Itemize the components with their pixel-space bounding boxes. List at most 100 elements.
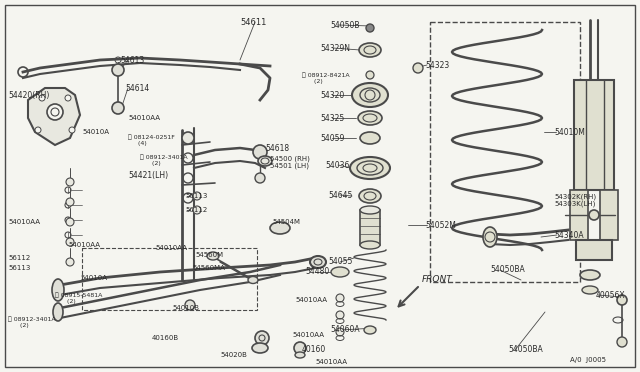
Text: Ⓝ 08912-3401A
      (2): Ⓝ 08912-3401A (2)	[8, 316, 56, 328]
Bar	[574, 80, 614, 190]
Text: 56112: 56112	[8, 255, 30, 261]
Bar	[360, 210, 380, 245]
Circle shape	[39, 95, 45, 101]
Text: 54050BA: 54050BA	[508, 346, 543, 355]
Ellipse shape	[350, 157, 390, 179]
Text: 54340A: 54340A	[554, 231, 584, 240]
Text: A/0  J0005: A/0 J0005	[570, 357, 606, 363]
Text: 54325: 54325	[320, 113, 344, 122]
Circle shape	[336, 311, 344, 319]
Circle shape	[253, 145, 267, 159]
Circle shape	[617, 295, 627, 305]
Text: 54010M: 54010M	[554, 128, 585, 137]
Ellipse shape	[352, 83, 388, 107]
Text: 54504M: 54504M	[272, 219, 300, 225]
Text: 54010AA: 54010AA	[68, 242, 100, 248]
Text: 40056X: 40056X	[596, 291, 626, 299]
Ellipse shape	[331, 267, 349, 277]
Circle shape	[294, 342, 306, 354]
Text: 56113: 56113	[8, 265, 30, 271]
Text: 54618: 54618	[265, 144, 289, 153]
Text: 40160: 40160	[302, 346, 326, 355]
Circle shape	[366, 71, 374, 79]
Text: 54059: 54059	[320, 134, 344, 142]
Circle shape	[255, 331, 269, 345]
Text: 54614: 54614	[125, 83, 149, 93]
Text: 54320: 54320	[320, 90, 344, 99]
Text: 54050BA: 54050BA	[490, 266, 525, 275]
Text: Ⓦ 08915-5481A
      (2): Ⓦ 08915-5481A (2)	[55, 292, 102, 304]
Text: 54421(LH): 54421(LH)	[128, 170, 168, 180]
Circle shape	[336, 294, 344, 302]
Circle shape	[66, 238, 74, 246]
Text: 54329N: 54329N	[320, 44, 350, 52]
Text: Ⓑ 08124-0251F
     (4): Ⓑ 08124-0251F (4)	[128, 134, 175, 146]
Ellipse shape	[52, 279, 64, 301]
Bar	[576, 240, 612, 260]
Text: 54323: 54323	[425, 61, 449, 70]
Ellipse shape	[360, 132, 380, 144]
Ellipse shape	[360, 206, 380, 214]
Text: 54010AA: 54010AA	[295, 297, 327, 303]
Circle shape	[47, 104, 63, 120]
Text: 54010AA: 54010AA	[8, 219, 40, 225]
Ellipse shape	[248, 276, 258, 283]
Ellipse shape	[483, 227, 497, 247]
Circle shape	[35, 127, 41, 133]
Circle shape	[185, 300, 195, 310]
Circle shape	[413, 63, 423, 73]
Text: 54010A: 54010A	[80, 275, 107, 281]
Circle shape	[336, 328, 344, 336]
Circle shape	[193, 192, 201, 200]
Text: Ⓝ 08912-8421A
      (2): Ⓝ 08912-8421A (2)	[302, 72, 349, 84]
Polygon shape	[28, 88, 80, 145]
Text: 40160B: 40160B	[152, 335, 179, 341]
Circle shape	[112, 102, 124, 114]
Text: 54010AA: 54010AA	[155, 245, 187, 251]
Circle shape	[65, 95, 71, 101]
Ellipse shape	[359, 189, 381, 203]
Text: 54420(RH): 54420(RH)	[8, 90, 49, 99]
Ellipse shape	[364, 326, 376, 334]
Text: 56112: 56112	[185, 207, 207, 213]
Text: 54010B: 54010B	[172, 305, 199, 311]
Ellipse shape	[252, 343, 268, 353]
Circle shape	[69, 127, 75, 133]
Text: 54050B: 54050B	[330, 20, 360, 29]
Circle shape	[66, 218, 74, 226]
Ellipse shape	[360, 241, 380, 249]
Text: 54611: 54611	[240, 17, 266, 26]
Ellipse shape	[580, 270, 600, 280]
Circle shape	[255, 173, 265, 183]
Text: 54560MA: 54560MA	[192, 265, 225, 271]
Ellipse shape	[207, 252, 219, 260]
Circle shape	[66, 258, 74, 266]
Text: FRONT: FRONT	[422, 276, 452, 285]
Text: 54010AA: 54010AA	[128, 115, 160, 121]
Text: 54020B: 54020B	[220, 352, 247, 358]
Bar	[82, 248, 257, 310]
Ellipse shape	[358, 111, 382, 125]
Text: 54302K(RH)
54303K(LH): 54302K(RH) 54303K(LH)	[554, 193, 596, 207]
Circle shape	[182, 132, 194, 144]
Bar	[430, 22, 580, 282]
Text: 54036: 54036	[325, 160, 349, 170]
Ellipse shape	[582, 286, 598, 294]
Text: 54060A: 54060A	[330, 326, 360, 334]
Circle shape	[112, 64, 124, 76]
Text: 54010A: 54010A	[82, 129, 109, 135]
Text: 54500 (RH)
54501 (LH): 54500 (RH) 54501 (LH)	[270, 155, 310, 169]
Ellipse shape	[53, 303, 63, 321]
Text: 54055: 54055	[328, 257, 353, 266]
Ellipse shape	[270, 222, 290, 234]
Circle shape	[366, 24, 374, 32]
Text: 56113: 56113	[185, 193, 207, 199]
Text: 54613: 54613	[120, 55, 144, 64]
Ellipse shape	[258, 156, 272, 166]
Text: 54010AA: 54010AA	[315, 359, 347, 365]
Circle shape	[589, 210, 599, 220]
Bar	[570, 190, 588, 240]
Circle shape	[66, 198, 74, 206]
Text: 54560M: 54560M	[195, 252, 223, 258]
Text: 54645: 54645	[328, 190, 353, 199]
